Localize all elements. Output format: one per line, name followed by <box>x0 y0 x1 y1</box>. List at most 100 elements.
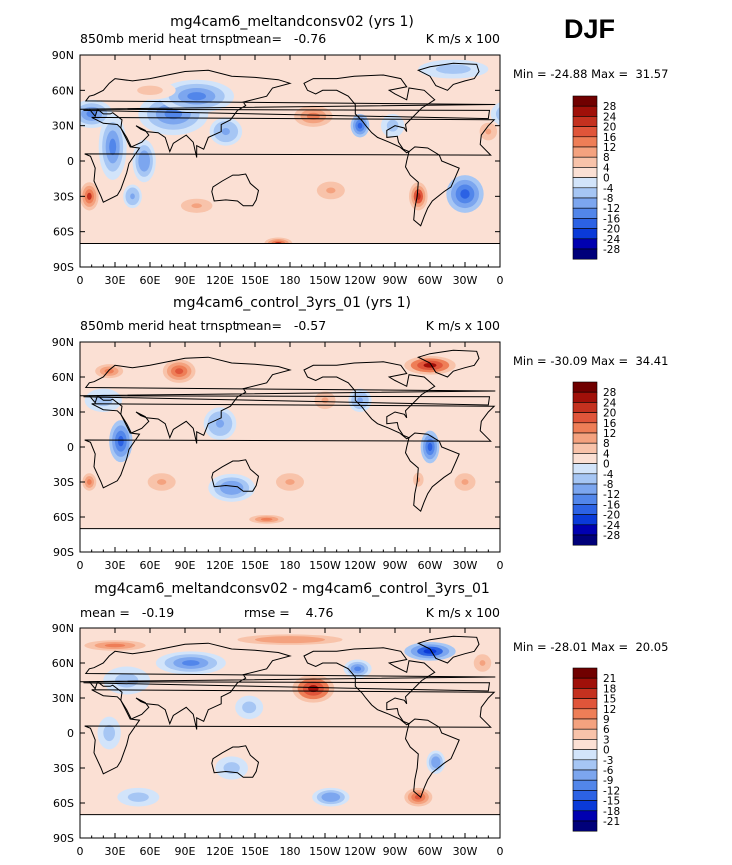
colorbar-label: 4 <box>603 162 610 174</box>
colorbar-label: -24 <box>603 234 620 246</box>
x-tick-label: 90W <box>383 559 408 572</box>
x-tick-label: 90W <box>383 845 408 858</box>
contour-blob <box>141 155 148 167</box>
colorbar-box <box>572 248 598 260</box>
colorbar-box <box>572 422 598 434</box>
y-tick-label: 0 <box>67 727 74 740</box>
colorbar-box <box>572 197 598 209</box>
colorbar-label: -6 <box>603 765 614 777</box>
colorbar-label: 12 <box>603 704 616 716</box>
x-tick-label: 90E <box>175 559 196 572</box>
colorbar-label: 8 <box>603 152 610 164</box>
season-label: DJF <box>564 14 616 44</box>
colorbar-box <box>572 759 598 771</box>
contour-blob <box>133 794 144 800</box>
contour-blob <box>164 108 183 120</box>
coastline <box>303 361 436 440</box>
colorbar-label: -8 <box>603 193 613 205</box>
contour-blob <box>389 122 396 129</box>
antarctica-mask <box>80 814 500 838</box>
x-tick-label: 180 <box>280 274 301 287</box>
coastline <box>211 745 260 778</box>
contour-blob <box>260 517 273 521</box>
contour-blob <box>109 138 117 156</box>
colorbar-box <box>572 105 598 117</box>
colorbar-box <box>572 167 598 178</box>
y-tick-label: 60N <box>52 371 74 384</box>
x-tick-label: 0 <box>77 845 84 858</box>
min-max-label: Min = -28.01 Max = 20.05 <box>513 640 668 654</box>
contour-blob <box>460 189 470 199</box>
contour-blob <box>182 660 200 666</box>
colorbar-label: 24 <box>603 397 617 409</box>
x-tick-label: 0 <box>77 559 84 572</box>
y-tick-label: 90N <box>52 622 74 635</box>
contour-blob <box>444 66 463 72</box>
contour-blob <box>501 107 522 121</box>
colorbar-box <box>572 442 598 454</box>
units-label: K m/s x 100 <box>426 605 500 620</box>
colorbar-label: 0 <box>603 745 610 757</box>
colorbar-box <box>572 483 598 495</box>
colorbar-label: -18 <box>603 806 620 818</box>
colorbar-box <box>572 708 598 720</box>
contour-blob <box>494 641 500 650</box>
x-tick-label: 120E <box>206 845 234 858</box>
contour-blob <box>423 363 437 368</box>
coastline <box>80 69 496 158</box>
colorbar-label: 3 <box>603 734 610 746</box>
colorbar-label: -8 <box>603 479 613 491</box>
contour-blob <box>357 122 363 129</box>
x-tick-label: 30E <box>105 845 126 858</box>
colorbar-label: -4 <box>603 183 614 195</box>
colorbar-box <box>572 779 598 791</box>
x-tick-label: 150E <box>241 845 269 858</box>
colorbar-label: -12 <box>603 785 620 797</box>
colorbar-box <box>572 432 598 444</box>
contour-blob <box>120 677 133 684</box>
colorbar-label: -12 <box>603 203 620 215</box>
x-tick-label: 90W <box>383 274 408 287</box>
colorbar-label: -28 <box>603 530 620 542</box>
x-tick-label: 150W <box>309 559 341 572</box>
colorbar-box <box>572 116 598 127</box>
colorbar-label: 16 <box>603 132 617 144</box>
contour-blob <box>175 368 184 375</box>
contour-field <box>80 628 500 838</box>
contour-blob <box>423 649 437 654</box>
colorbar-box <box>572 473 598 485</box>
x-tick-label: 0 <box>497 845 504 858</box>
colorbar-label: 21 <box>603 673 616 685</box>
min-max-label: Min = -30.09 Max = 34.41 <box>513 354 668 368</box>
colorbar-box <box>572 146 598 158</box>
colorbar-box <box>572 126 598 138</box>
contour-blob <box>87 479 92 485</box>
contour-blob <box>87 192 92 200</box>
coastline <box>211 173 260 207</box>
rmse-stat: rmse = 4.76 <box>244 605 334 620</box>
colorbar-box <box>572 136 598 148</box>
antarctica-mask <box>80 243 500 267</box>
colorbar-box <box>572 238 598 250</box>
contour-blob <box>130 193 135 200</box>
colorbar-box <box>572 402 598 413</box>
colorbar-box <box>572 534 598 546</box>
x-tick-label: 0 <box>497 274 504 287</box>
colorbar-label: 8 <box>603 438 610 450</box>
colorbar-box <box>572 381 598 393</box>
colorbar-label: 9 <box>603 714 610 726</box>
contour-blob <box>106 728 113 738</box>
colorbar-label: 6 <box>603 724 610 736</box>
panel-2: mg4cam6_control_3yrs_01 (yrs 1) 850mb mer… <box>52 295 669 572</box>
colorbar-box <box>572 228 598 240</box>
contour-blob <box>104 643 126 648</box>
coastline <box>211 459 260 492</box>
y-tick-label: 60N <box>52 84 74 97</box>
x-tick-label: 30W <box>453 274 478 287</box>
panel-1: mg4cam6_meltandconsv02 (yrs 1)850mb meri… <box>52 14 669 287</box>
colorbar-box <box>572 769 598 781</box>
coastline <box>84 689 496 775</box>
coastline <box>80 356 496 444</box>
colorbar-label: 12 <box>603 142 616 154</box>
y-tick-label: 30N <box>52 692 74 705</box>
